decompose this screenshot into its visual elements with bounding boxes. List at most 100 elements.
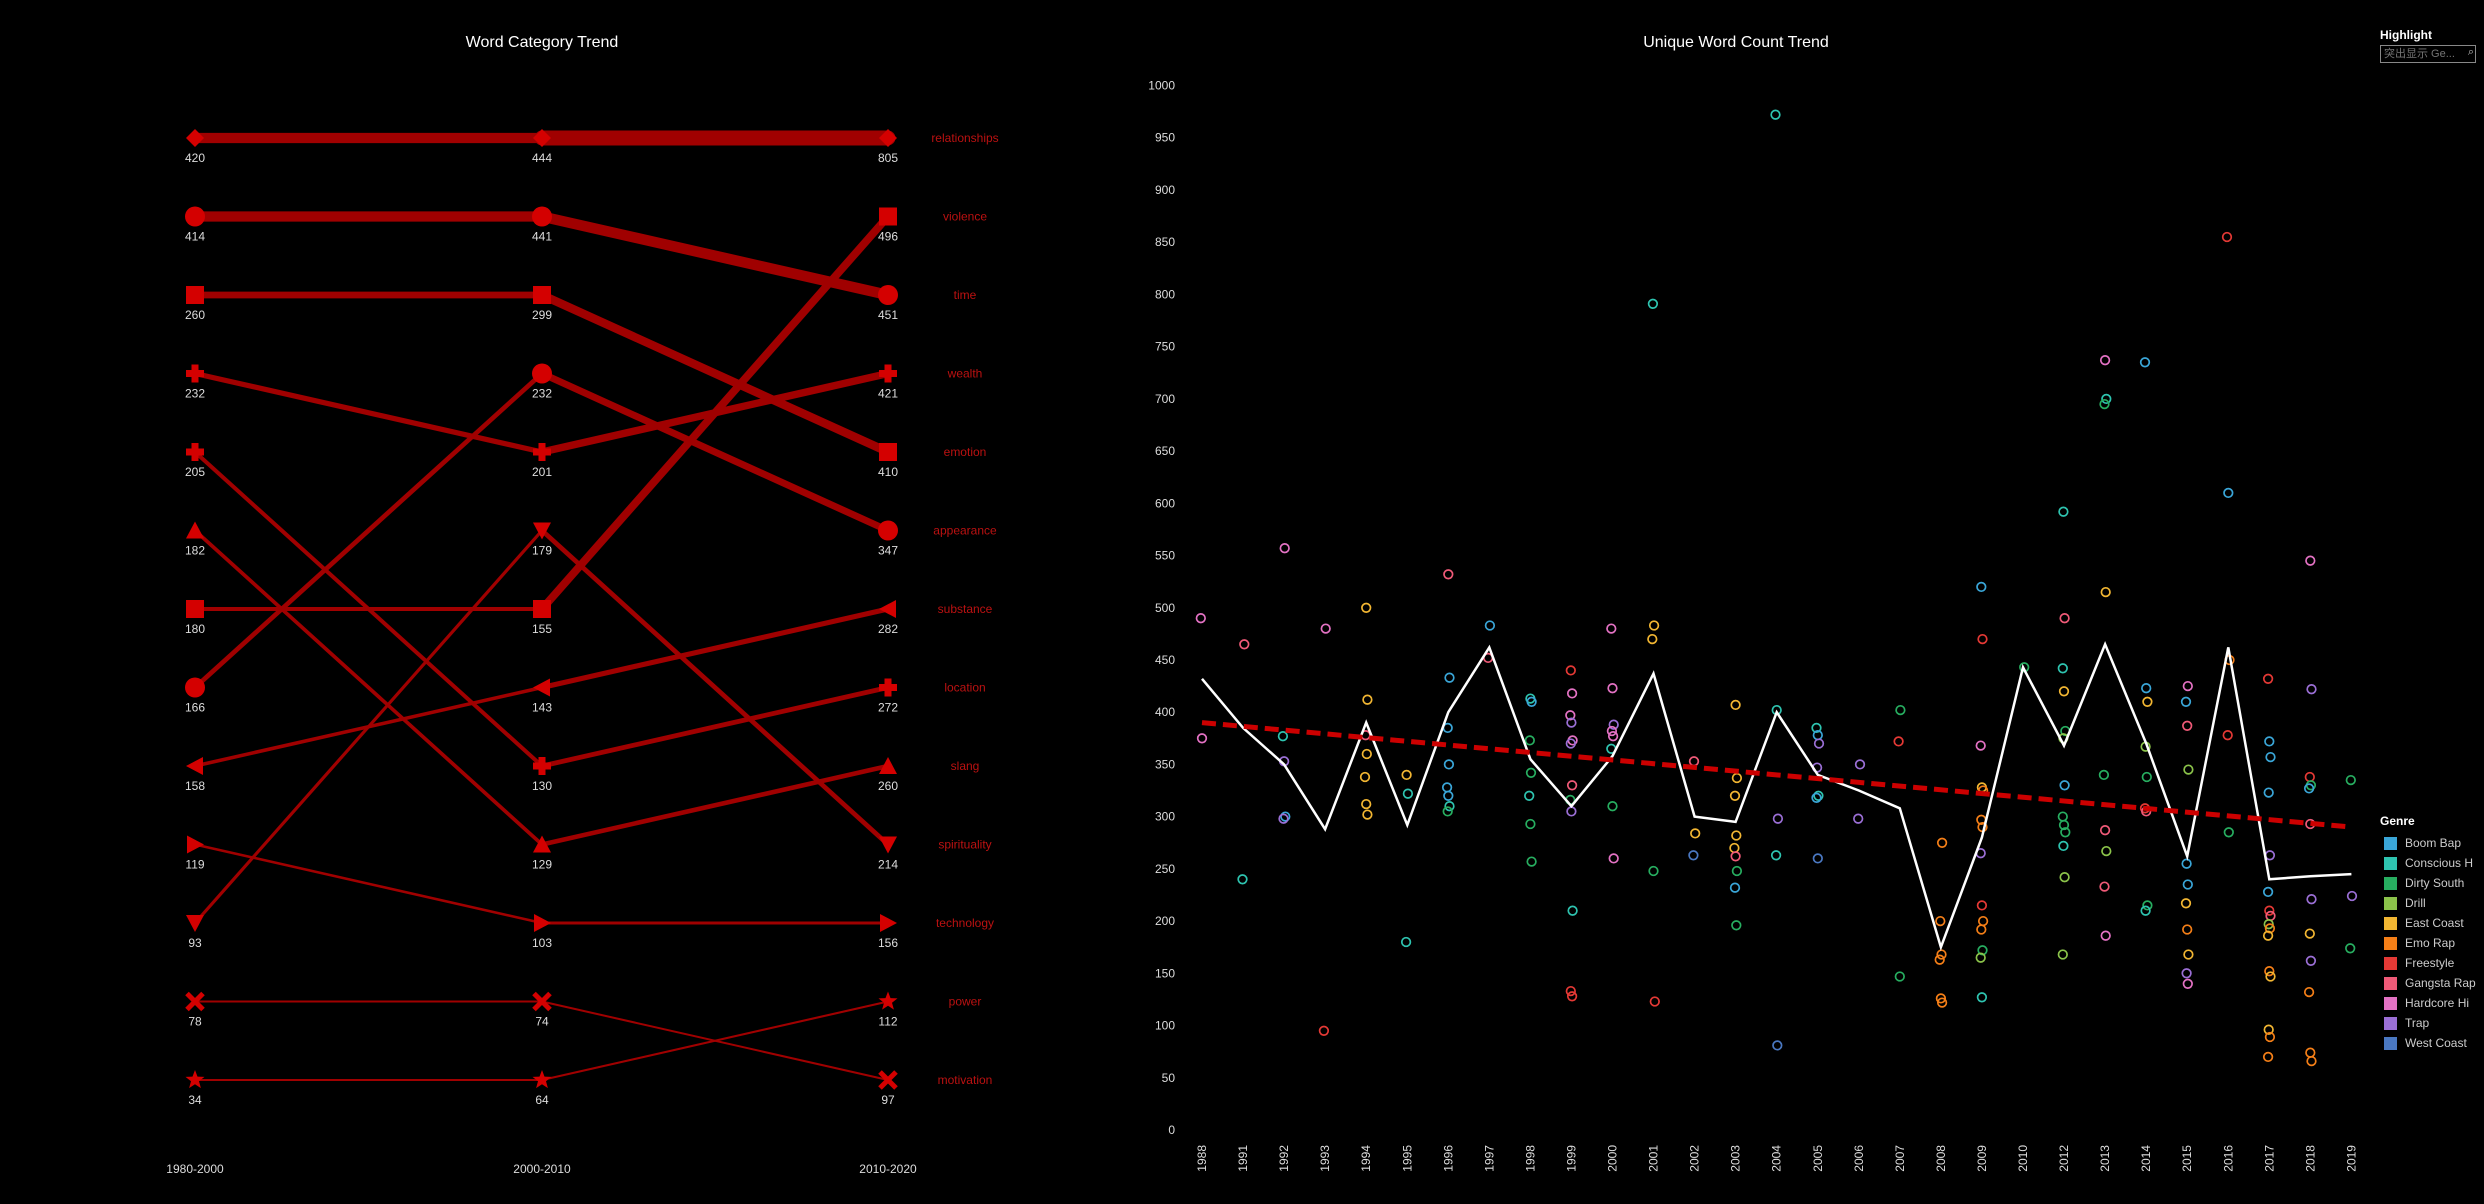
scatter-point [1688,850,1699,861]
legend-swatch [2384,956,2397,970]
scatter-point [1648,865,1659,877]
scatter-point [2304,928,2315,939]
scatter-point [1606,725,1618,737]
period-label: 2010-2020 [859,1162,917,1176]
slope-value-label: 155 [532,622,552,636]
legend-item[interactable]: Trap [2380,1013,2484,1033]
x-tick-label: 2006 [1852,1145,1866,1172]
x-tick-label: 2005 [1811,1145,1825,1172]
slope-marker-location [186,443,204,461]
scatter-point [1853,813,1864,824]
x-tick-label: 1999 [1564,1145,1578,1172]
slope-marker-slang [186,521,204,539]
legend-item[interactable]: Boom Bap [2380,833,2484,853]
slope-category-label: slang [951,759,980,773]
slope-segment-slang [539,763,891,847]
legend-item[interactable]: Drill [2380,893,2484,913]
scatter-point [2223,827,2234,838]
y-tick-label: 700 [1155,392,1175,406]
slope-category-label: motivation [938,1073,993,1087]
legend-item[interactable]: Conscious H [2380,853,2484,873]
scatter-point [1936,837,1948,848]
scatter-point [1565,665,1576,676]
legend-label: Drill [2405,896,2426,910]
highlight-genre-input[interactable] [2380,45,2476,63]
scatter-point [1525,767,1537,778]
scatter-point [2346,890,2358,902]
scatter-point [2059,780,2070,791]
period-label: 2000-2010 [513,1162,571,1176]
scatter-point [2345,943,2356,954]
legend-label: Conscious H [2405,856,2474,870]
scatter-point [2262,673,2274,684]
slope-marker-violence [879,207,897,226]
scatter-point [2264,850,2276,861]
slope-marker-emotion [533,286,551,304]
scatter-point [1524,735,1535,746]
slope-marker-spirituality [533,522,551,540]
slope-value-label: 180 [185,622,205,636]
scatter-point [2306,1055,2317,1067]
slope-marker-violence [186,600,204,618]
slope-marker-wealth [186,364,204,383]
scatter-point [2058,686,2070,697]
slope-category-label: substance [938,602,993,616]
slope-value-label: 347 [878,544,898,558]
scatter-point [2305,555,2316,566]
slope-value-label: 179 [532,544,552,558]
legend-item[interactable]: Gangsta Rap [2380,973,2484,993]
legend-item[interactable]: Dirty South [2380,873,2484,893]
y-tick-label: 100 [1155,1019,1175,1033]
search-icon[interactable]: ⌕ [2467,46,2474,58]
scatter-point [2058,506,2069,517]
scatter-point [2058,840,2069,852]
y-tick-label: 1000 [1148,79,1175,93]
x-tick-label: 1998 [1523,1145,1537,1172]
scatter-point [2182,978,2193,989]
scatter-point [1444,801,1455,812]
scatter-point [2180,696,2192,707]
scatter-point [1362,694,1373,705]
slope-value-label: 129 [532,858,552,872]
scatter-point [1975,740,1986,751]
x-tick-label: 2016 [2221,1145,2235,1172]
scatter-point [1526,856,1537,867]
slope-period-labels: 1980-2000 2000-2010 2010-2020 [166,1162,917,1176]
legend-item[interactable]: Freestyle [2380,953,2484,973]
slope-marker-location [879,678,897,697]
scatter-point [1607,683,1618,694]
legend-item[interactable]: West Coast [2380,1033,2484,1053]
slope-value-label: 156 [878,936,898,950]
scatter-point [2059,872,2070,883]
legend-item[interactable]: Hardcore Hi [2380,993,2484,1013]
highlight-control: Highlight ⌕ [2380,28,2480,63]
slope-marker-power [185,1070,205,1089]
slope-value-label: 214 [878,858,898,872]
slope-category-label: appearance [933,524,997,538]
slope-value-label: 232 [532,387,552,401]
legend-item[interactable]: East Coast [2380,913,2484,933]
slope-segment-location [193,450,544,768]
x-tick-label: 2015 [2180,1145,2194,1172]
legend-swatch [2384,916,2397,930]
y-tick-label: 50 [1162,1071,1176,1085]
scatter-point [1976,992,1988,1003]
scatter-point [2303,986,2315,998]
slope-category-label: violence [943,210,987,224]
average-trend-line [1201,641,2352,952]
scatter-point [1484,620,1496,631]
slope-segment-slang [193,528,544,847]
slope-marker-appearance [532,363,552,384]
legend-items: Boom Bap Conscious H Dirty South Drill East … [2380,833,2484,1053]
regression-trend-line [1201,720,2352,830]
scatter-point [1566,780,1578,791]
scatter-point [2141,683,2152,694]
scatter-point [1772,1040,1783,1051]
scatter-point [2182,924,2193,935]
legend-item[interactable]: Emo Rap [2380,933,2484,953]
slope-lines [189,130,896,1082]
scatter-point [2264,905,2275,916]
scatter-point [1565,710,1576,721]
slope-value-label: 119 [185,858,204,872]
scatter-point [2099,825,2111,836]
